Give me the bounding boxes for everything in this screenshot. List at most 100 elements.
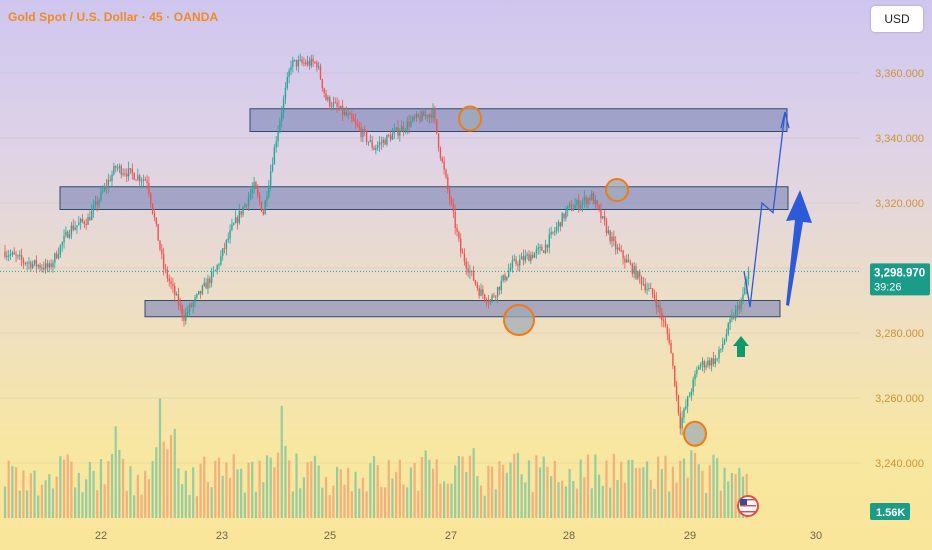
candle [133,172,135,181]
candle [299,53,301,62]
volume-bar [217,457,221,518]
candle [15,251,17,263]
candle [533,252,536,258]
volume-bar [705,492,708,518]
candle [742,286,744,305]
candle [245,203,248,211]
candle [519,254,521,272]
candle [129,168,132,175]
time-axis[interactable]: 22 23 25 27 28 29 30 [95,530,822,542]
candle [159,240,161,252]
candle [611,231,613,248]
candle [150,192,152,208]
candle [260,201,263,213]
candle [216,263,218,275]
candle [55,250,58,260]
candle [659,300,661,319]
highlight-circle[interactable] [458,105,482,132]
price-tick-label: 3,280.000 [875,328,924,340]
candle [740,297,742,313]
volume-bar [181,484,184,518]
candle [273,144,276,165]
volume-badge-value: 1.56K [876,507,905,519]
candle [155,217,157,227]
time-tick-label: 29 [684,530,696,542]
candle [312,54,314,67]
volume-bar [214,460,217,518]
candle [236,215,239,230]
candle [85,218,87,230]
candle [61,241,63,252]
candle [330,101,333,111]
candle [677,394,680,416]
volume-bar [616,479,619,518]
candle [91,204,93,221]
candle [365,130,368,146]
annotations[interactable] [0,105,860,447]
volume-bar [324,476,328,518]
zone-box[interactable] [249,108,788,132]
volume-bar [336,466,339,518]
candle [699,362,702,370]
candle [19,250,21,260]
candle [222,247,224,261]
volume-bar [273,467,276,518]
candle [321,78,324,92]
time-tick-label: 25 [324,530,336,542]
candle [546,244,549,253]
volume-bar [299,488,302,518]
candle [353,113,355,122]
candle [456,223,458,237]
candle [733,312,735,320]
volume-bar [269,457,272,518]
blue-arrow-icon[interactable] [786,190,812,306]
green-up-arrow-icon[interactable] [733,336,749,357]
zone-box[interactable] [59,186,789,210]
candle [653,289,656,303]
highlight-circle[interactable] [605,178,629,202]
candle [428,113,431,124]
candle [54,252,56,269]
candle [461,247,464,254]
flag-icon[interactable] [737,495,759,517]
candle [205,278,207,289]
candle [391,128,394,140]
volume-bar [37,495,40,518]
volume-bar [59,456,62,518]
volume-bar [572,481,575,518]
candle [554,227,556,236]
projection-path[interactable] [743,111,786,308]
zone-box[interactable] [144,300,781,318]
volume-bar [612,453,615,518]
volume-bar [498,460,501,518]
candle [168,274,170,287]
candle [504,272,506,283]
volume-bar [439,483,442,518]
candle [332,96,335,111]
candle [233,222,235,226]
candle [572,203,574,212]
candle [214,269,217,272]
candle [436,119,438,135]
candle [177,287,180,311]
volume-bar [225,462,228,518]
candle [31,260,34,270]
currency-button[interactable]: USD [871,6,923,32]
volume-bar [402,484,405,518]
candle [266,190,268,207]
volume-bar [535,455,538,518]
highlight-circle[interactable] [503,304,535,336]
volume-bar [192,467,195,518]
candle [520,252,523,260]
candle [286,72,288,90]
candle [172,277,174,294]
candle [153,208,156,222]
chart-title: Gold Spot / U.S. Dollar · 45 · OANDA [8,10,219,24]
volume-bar [184,470,187,518]
candle [354,113,357,130]
highlight-circle[interactable] [683,420,707,447]
candle [57,247,60,260]
candle [59,244,62,258]
